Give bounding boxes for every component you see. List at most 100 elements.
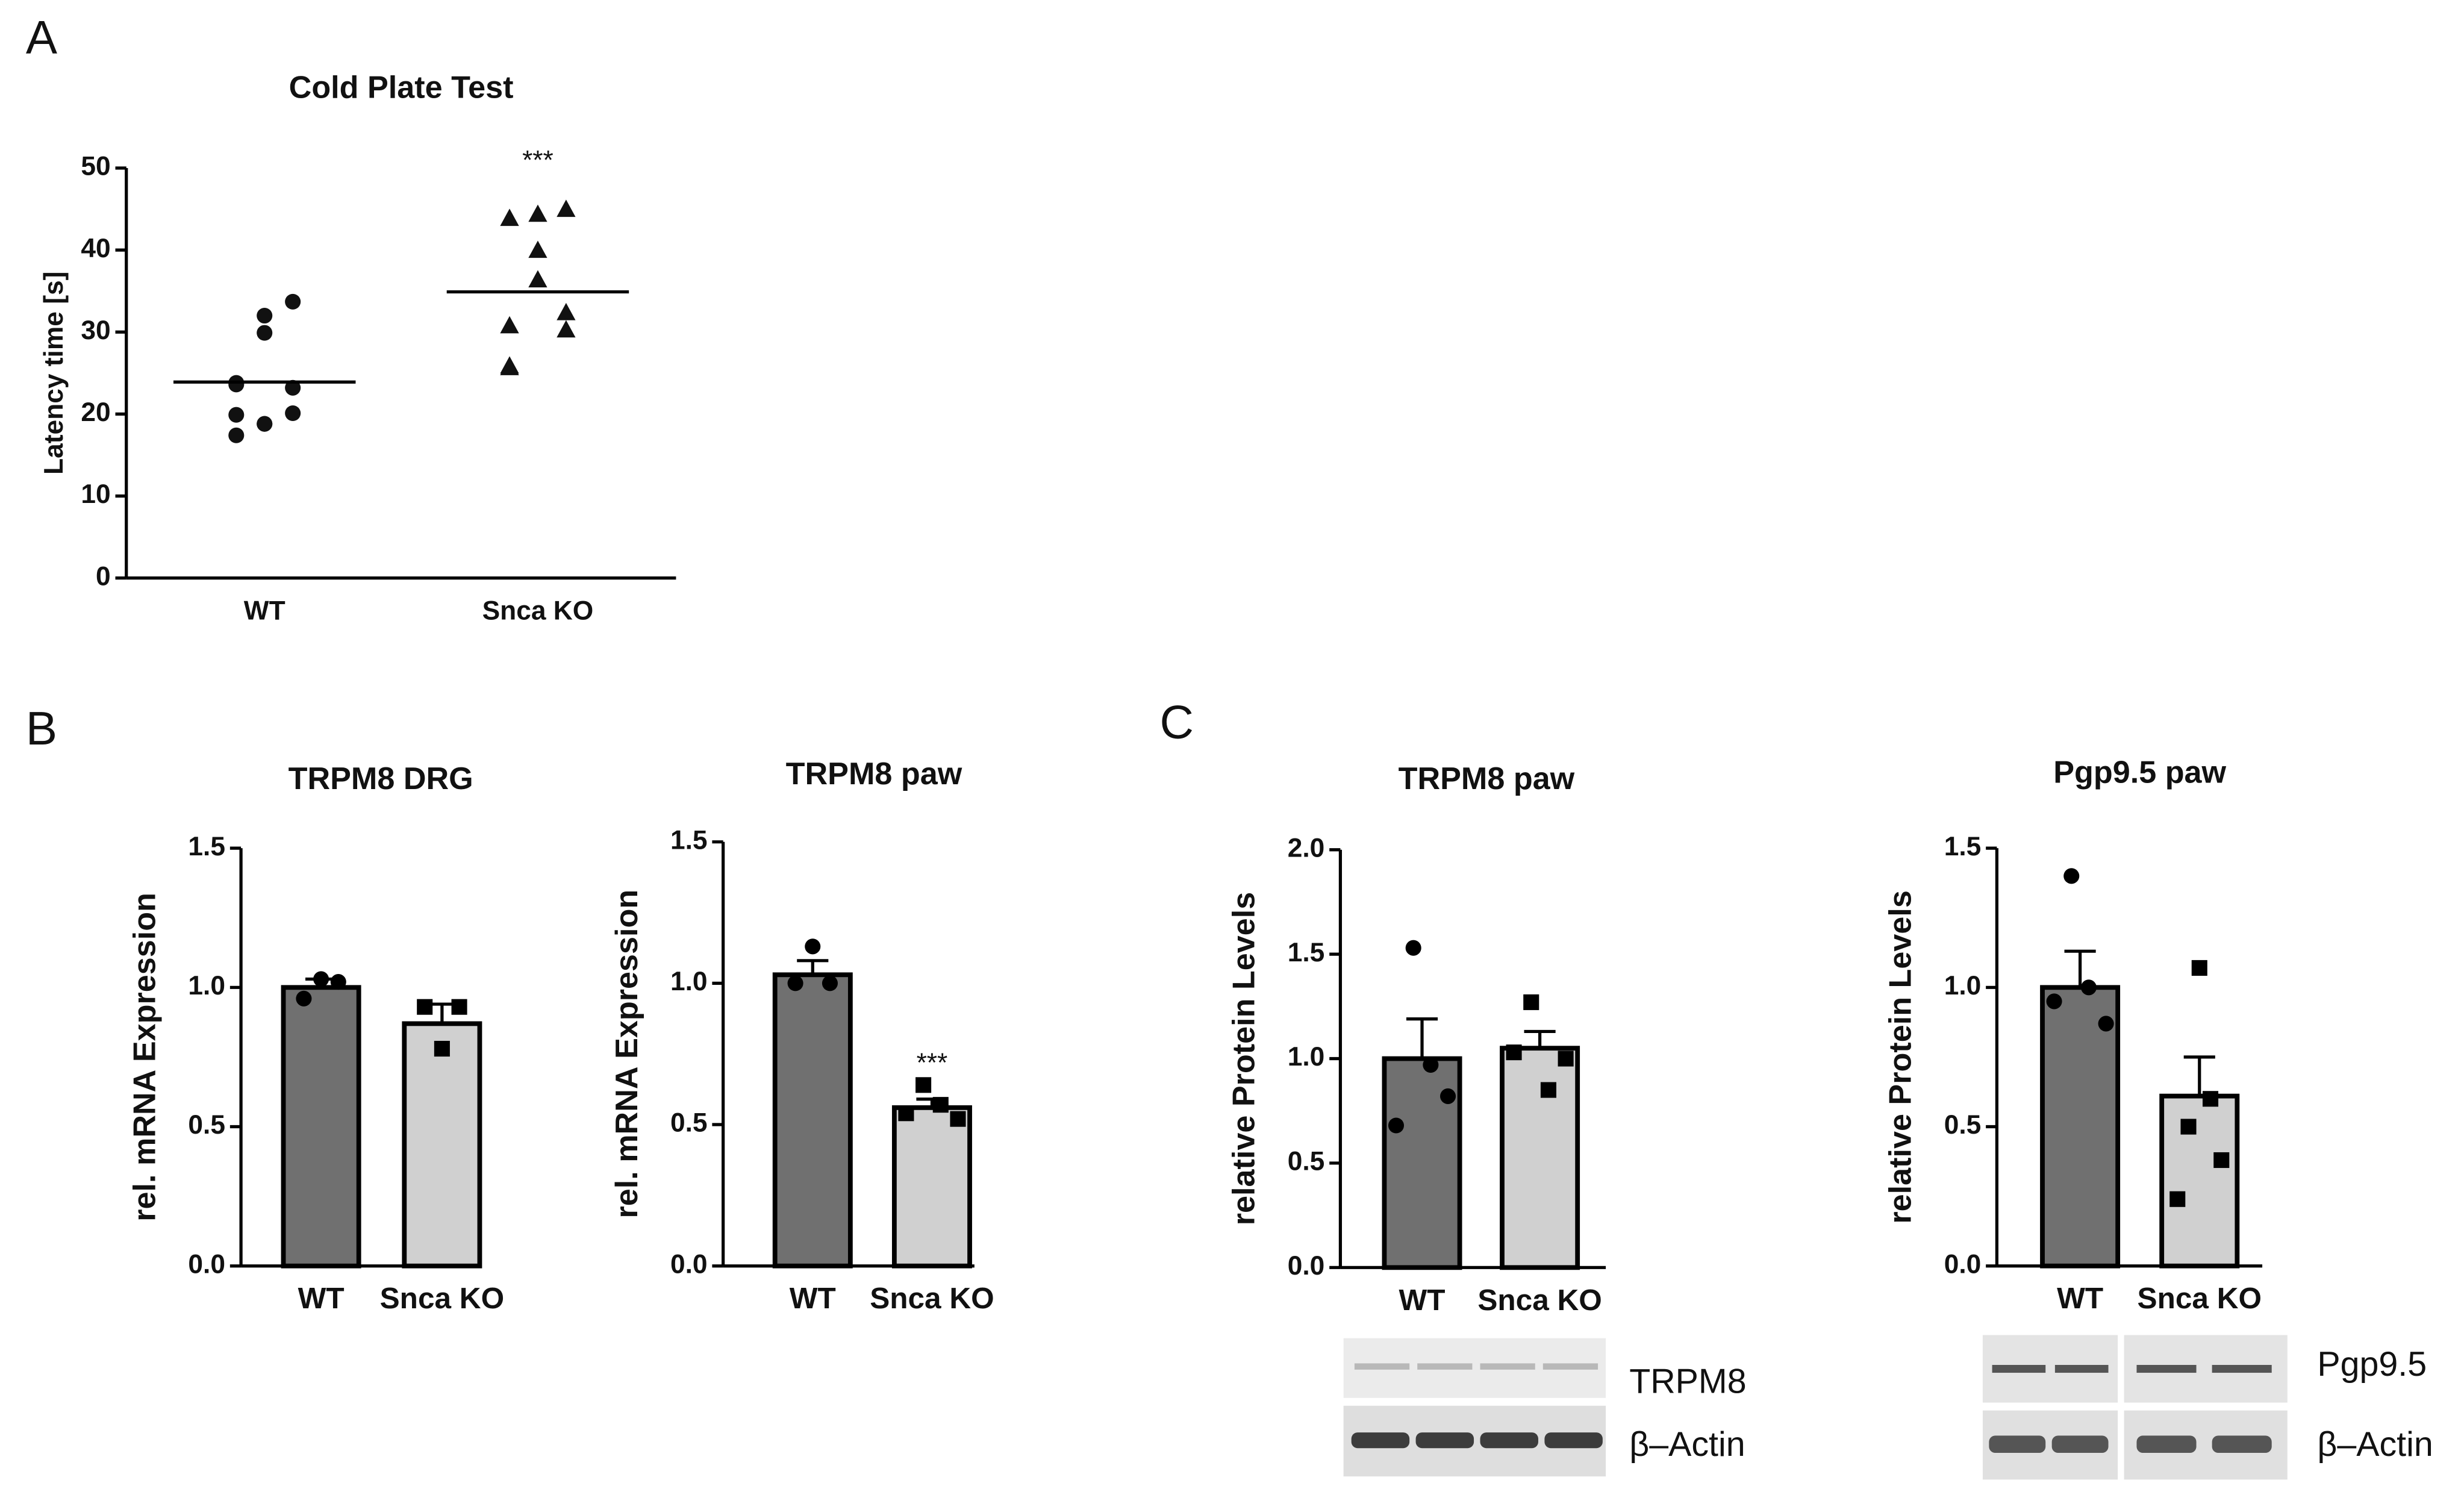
data-point (500, 208, 519, 226)
data-point (500, 316, 519, 334)
y-tick-label: 40 (81, 234, 110, 263)
x-tick-label: Snca KO (2138, 1282, 2262, 1315)
data-point (2213, 1152, 2230, 1169)
y-tick-label: 1.0 (670, 967, 708, 996)
data-point (2098, 1016, 2114, 1032)
y-tick-label: 10 (81, 479, 110, 509)
blot-label: β–Actin (1629, 1425, 1745, 1464)
bar (1500, 1046, 1580, 1270)
y-axis-label: rel. mRNA Expression (610, 890, 644, 1219)
data-point (2046, 993, 2062, 1010)
x-tick-label: WT (1399, 1284, 1446, 1317)
y-tick-label: 0.5 (188, 1110, 225, 1140)
bar (772, 972, 853, 1269)
data-point (2169, 1191, 2186, 1207)
y-tick-label: 0 (96, 561, 111, 591)
y-tick-label: 0.0 (188, 1249, 225, 1279)
data-point (285, 379, 301, 396)
data-point (557, 199, 576, 217)
data-point (296, 990, 312, 1007)
blot-label: TRPM8 (1629, 1362, 1746, 1400)
bar (891, 1105, 972, 1269)
data-point (822, 975, 838, 991)
data-point (1388, 1117, 1405, 1134)
blot-label: Pgp9.5 (2317, 1345, 2427, 1384)
y-tick-label: 0.0 (1288, 1251, 1325, 1281)
data-point (257, 416, 273, 432)
data-point (805, 938, 821, 955)
x-tick-label: Snca KO (482, 596, 594, 626)
y-tick-label: 1.0 (1944, 971, 1982, 1000)
y-tick-label: 0.5 (670, 1108, 708, 1138)
data-point (1523, 994, 1539, 1010)
data-point (330, 974, 346, 990)
panel-label: B (26, 702, 57, 755)
data-point (528, 204, 547, 222)
data-point (1540, 1082, 1556, 1098)
y-axis-label: relative Protein Levels (1883, 890, 1918, 1224)
bar (402, 1021, 482, 1269)
y-tick-label: 2.0 (1288, 833, 1325, 863)
chart-title: TRPM8 DRG (289, 761, 473, 796)
data-point (1440, 1088, 1456, 1104)
data-point (898, 1105, 914, 1122)
panel-label: A (26, 10, 58, 63)
y-axis-label: relative Protein Levels (1227, 892, 1262, 1226)
y-tick-label: 1.5 (1944, 832, 1982, 861)
data-point (1506, 1044, 1522, 1061)
blot-pgp95 (1982, 1335, 2288, 1480)
y-tick-label: 0.5 (1288, 1147, 1325, 1176)
data-point (228, 427, 245, 443)
y-tick-label: 30 (81, 316, 110, 345)
y-axis-label: rel. mRNA Expression (127, 893, 162, 1222)
x-tick-label: WT (2057, 1282, 2103, 1315)
bar (281, 985, 361, 1269)
data-point (557, 302, 576, 320)
data-point (257, 307, 273, 324)
y-tick-label: 20 (81, 398, 110, 427)
blot-trpm8 (1343, 1338, 1606, 1477)
data-point (915, 1077, 932, 1093)
data-point (2180, 1119, 2197, 1135)
panel-label: C (1160, 695, 1194, 748)
y-tick-label: 0.0 (670, 1249, 708, 1279)
data-point (1405, 940, 1421, 956)
y-tick-label: 1.5 (1288, 938, 1325, 967)
data-point (228, 376, 245, 393)
data-point (434, 1041, 450, 1057)
data-point (2063, 868, 2080, 884)
y-tick-label: 0.0 (1944, 1249, 1982, 1279)
x-tick-label: WT (244, 596, 285, 626)
y-tick-label: 1.0 (1288, 1042, 1325, 1072)
data-point (932, 1097, 949, 1113)
data-point (1558, 1050, 1574, 1067)
y-tick-label: 1.0 (188, 971, 225, 1000)
significance: *** (522, 146, 554, 175)
data-point (313, 971, 329, 987)
chart-title: Cold Plate Test (289, 70, 514, 105)
data-point (451, 999, 467, 1015)
chart-title: TRPM8 paw (786, 757, 962, 791)
data-point (257, 325, 273, 341)
y-tick-label: 1.5 (670, 825, 708, 855)
data-point (557, 320, 576, 338)
data-point (285, 405, 301, 422)
y-axis-label: Latency time [s] (39, 272, 69, 475)
data-point (528, 240, 547, 258)
data-point (285, 293, 301, 310)
x-tick-label: Snca KO (1477, 1284, 1602, 1317)
bar (2040, 985, 2121, 1269)
data-point (528, 270, 547, 288)
data-point (500, 356, 519, 374)
data-point (2080, 979, 2097, 996)
y-tick-label: 1.5 (188, 832, 225, 861)
data-point (417, 999, 433, 1015)
data-point (228, 407, 245, 423)
bar (2159, 1093, 2240, 1269)
x-tick-label: Snca KO (870, 1282, 994, 1315)
significance: *** (917, 1048, 948, 1078)
blot-label: β–Actin (2317, 1425, 2433, 1464)
x-tick-label: WT (790, 1282, 836, 1315)
x-tick-label: WT (298, 1282, 345, 1315)
